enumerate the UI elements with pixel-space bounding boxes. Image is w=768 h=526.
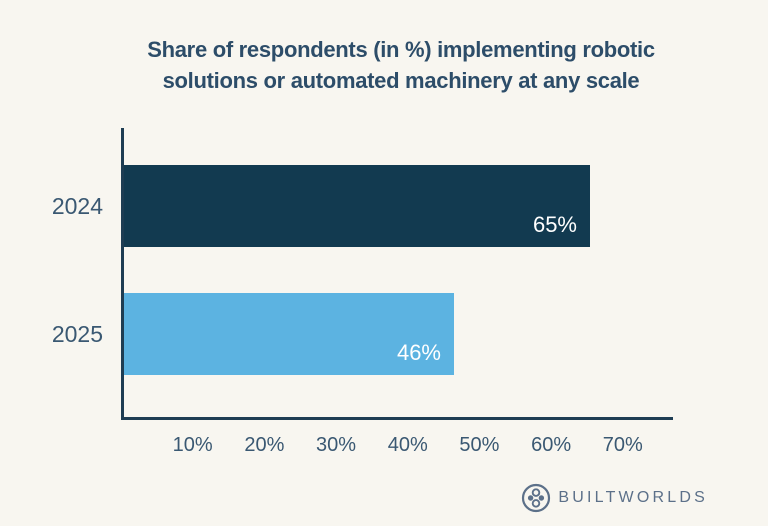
x-axis-tick-labels: 10% 20% 30% 40% 50% 60% 70%: [121, 434, 673, 460]
y-axis-line: [121, 128, 124, 420]
bar-row-2025: 2025 46%: [52, 293, 673, 375]
category-label-2025: 2025: [51, 320, 103, 347]
category-label-2024: 2024: [51, 192, 103, 219]
builtworlds-logo-icon: [521, 483, 551, 513]
bar-rows: 2024 65% 2025 46%: [52, 165, 673, 421]
bar-2025: 46%: [124, 293, 454, 375]
x-tick-label-30: 30%: [316, 434, 357, 456]
chart-title-line1: Share of respondents (in %) implementing…: [147, 37, 655, 62]
x-tick-label-50: 50%: [459, 434, 500, 456]
bar-value-label-2025: 46%: [396, 340, 441, 365]
bar-chart-plot-area: 2024 65% 2025 46%: [52, 128, 673, 421]
chart-title-line2: solutions or automated machinery at any …: [162, 68, 640, 93]
x-axis-line: [121, 417, 673, 420]
bar-value-label-2024: 65%: [532, 212, 577, 237]
bar-2024: 65%: [124, 165, 590, 247]
x-tick-label-40: 40%: [387, 434, 428, 456]
chart-title: Share of respondents (in %) implementing…: [0, 34, 768, 96]
x-tick-label-70: 70%: [602, 434, 643, 456]
bar-row-2024: 2024 65%: [52, 165, 673, 247]
x-tick-label-20: 20%: [244, 434, 285, 456]
x-tick-label-60: 60%: [531, 434, 572, 456]
builtworlds-logo-text: BUILTWORLDS: [558, 489, 708, 506]
builtworlds-logo: BUILTWORLDS: [521, 483, 708, 513]
x-tick-label-10: 10%: [172, 434, 213, 456]
